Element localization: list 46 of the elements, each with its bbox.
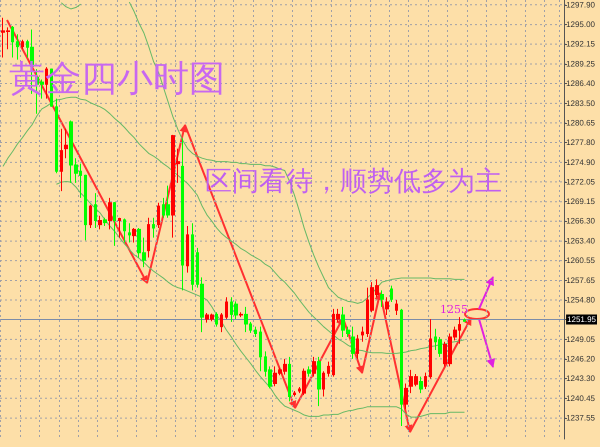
candlestick xyxy=(166,185,170,218)
y-tick-label: 1283.50 xyxy=(566,98,596,108)
candlestick xyxy=(302,368,306,396)
y-tick-label: 1254.80 xyxy=(566,295,596,304)
candlestick xyxy=(181,138,184,291)
candlestick xyxy=(312,356,316,378)
y-tick-label: 1251.95 xyxy=(567,314,597,324)
y-tick-label: 1246.20 xyxy=(566,354,596,364)
candlestick xyxy=(157,202,160,229)
y-tick-label: 1274.90 xyxy=(566,158,596,167)
candlestick xyxy=(307,366,311,378)
candlestick xyxy=(395,299,398,316)
y-tick-label: 1272.05 xyxy=(566,177,596,186)
y-tick-label: 1289.25 xyxy=(566,60,596,69)
annotation: 1255 xyxy=(440,303,468,316)
candlestick xyxy=(317,356,321,407)
candlestick xyxy=(419,376,423,394)
candlestick xyxy=(322,370,325,398)
y-tick-label: 1249.05 xyxy=(566,334,596,344)
y-tick-label: 1269.15 xyxy=(566,197,596,206)
y-tick-label: 1295.00 xyxy=(566,20,596,30)
candlestick xyxy=(327,361,330,378)
y-tick-label: 1240.45 xyxy=(566,394,596,403)
y-tick-label: 1292.15 xyxy=(566,40,596,49)
candlestick xyxy=(152,217,155,238)
y-tick-label: 1260.55 xyxy=(566,256,596,266)
candlestick xyxy=(361,326,364,342)
y-tick-label: 1286.40 xyxy=(566,79,596,88)
candlestick xyxy=(390,285,393,303)
candlestick xyxy=(356,334,359,360)
candlestick xyxy=(351,326,355,360)
y-tick-label: 1280.65 xyxy=(566,118,596,128)
y-tick-label: 1237.55 xyxy=(566,414,596,423)
candlestick xyxy=(380,290,384,308)
candlestick xyxy=(429,318,432,380)
y-tick-label: 1266.30 xyxy=(566,216,596,226)
candlestick xyxy=(400,308,403,426)
y-tick-label: 1243.30 xyxy=(566,374,596,384)
y-tick-label: 1277.80 xyxy=(566,138,596,147)
candlestick xyxy=(404,383,408,410)
y-tick-label: 1257.65 xyxy=(566,276,596,285)
candlestick xyxy=(385,296,389,316)
y-tick-label: 1263.40 xyxy=(566,236,596,246)
candlestick xyxy=(463,318,466,322)
y-tick-label: 1297.90 xyxy=(566,0,596,10)
candlestick xyxy=(424,372,427,390)
